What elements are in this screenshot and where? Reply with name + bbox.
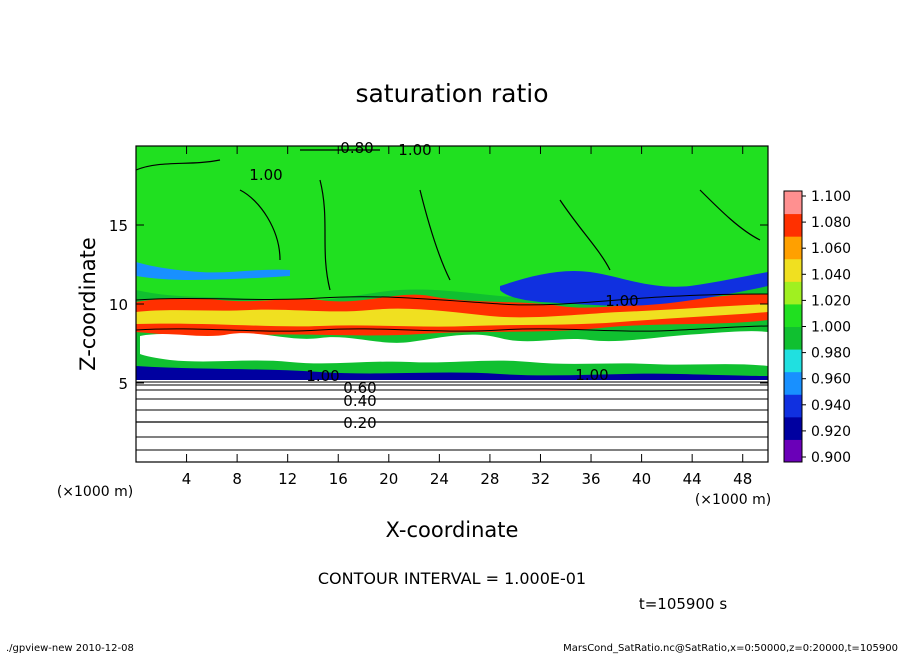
layer-white [140, 331, 768, 366]
colorbar-swatch [784, 394, 802, 418]
x-tick-label: 28 [480, 470, 499, 488]
plot-field [136, 146, 768, 462]
colorbar-swatch [784, 371, 802, 395]
x-axis: 4 8 12 16 20 24 28 32 36 40 44 48 [182, 146, 752, 488]
contour-label: 0.40 [343, 392, 376, 410]
colorbar-label: 0.960 [811, 372, 851, 388]
contour-labels: 0.80 1.00 1.00 1.00 1.00 1.00 0.60 0.40 … [249, 139, 638, 432]
contour-label: 1.00 [398, 141, 431, 159]
y-tick-label: 10 [109, 296, 128, 314]
x-tick-label: 20 [379, 470, 398, 488]
layer-deep-blue [136, 366, 768, 380]
colorbar-swatch [784, 236, 802, 260]
x-tick-label: 40 [632, 470, 651, 488]
footer-left: ./gpview-new 2010-12-08 [6, 643, 134, 654]
y-axis: 5 10 15 [109, 217, 768, 393]
contour-label: 0.60 [343, 379, 376, 397]
footer-right: MarsCond_SatRatio.nc@SatRatio,x=0:50000,… [563, 643, 898, 654]
contours-upper [136, 159, 761, 291]
colorbar-label: 1.000 [811, 320, 851, 336]
layer-yellow [136, 304, 768, 327]
contours-middle [136, 293, 768, 332]
colorbar-swatch [784, 326, 802, 350]
contour-label: 0.80 [340, 139, 373, 157]
layer-blue [500, 270, 768, 306]
colorbar-label: 1.060 [811, 241, 851, 257]
x-unit-right: (×1000 m) [695, 492, 771, 508]
x-axis-title: X-coordinate [386, 518, 519, 542]
colorbar-swatch [784, 349, 802, 373]
x-tick-label: 36 [581, 470, 600, 488]
colorbar-label: 1.100 [811, 189, 851, 205]
contour-label: 0.20 [343, 414, 376, 432]
layer-light-blue [136, 262, 290, 280]
lower-contours [136, 381, 768, 451]
time-label: t=105900 s [639, 595, 727, 613]
colorbar-label: 1.040 [811, 267, 851, 283]
colorbar-swatch [784, 258, 802, 282]
colorbar-label: 1.080 [811, 215, 851, 231]
x-tick-label: 24 [430, 470, 449, 488]
contour-label: 1.00 [575, 366, 608, 384]
x-tick-label: 48 [733, 470, 752, 488]
colorbar: 0.900 0.920 0.940 0.960 0.980 1.000 1.020 1.040… [783, 189, 851, 466]
colorbar-label: 0.940 [811, 398, 851, 414]
x-unit-left: (×1000 m) [57, 484, 133, 500]
colorbar-label: 0.920 [811, 424, 851, 440]
colorbar-label: 1.020 [811, 293, 851, 309]
contour-label: 1.00 [605, 292, 638, 310]
colorbar-swatch [784, 213, 802, 237]
y-tick-label: 5 [118, 375, 128, 393]
contour-label: 1.00 [306, 367, 339, 385]
colorbar-swatch [784, 416, 802, 440]
colorbar-swatch [784, 439, 802, 463]
x-tick-label: 12 [278, 470, 297, 488]
colorbar-swatch [784, 281, 802, 305]
x-tick-label: 44 [683, 470, 702, 488]
y-axis-title: Z-coordinate [76, 237, 100, 371]
colorbar-label: 0.900 [811, 450, 851, 466]
x-tick-label: 4 [182, 470, 192, 488]
x-tick-label: 16 [329, 470, 348, 488]
colorbar-swatch [784, 303, 802, 327]
contour-interval-text: CONTOUR INTERVAL = 1.000E-01 [318, 569, 586, 588]
contour-label: 1.00 [249, 166, 282, 184]
chart-title: saturation ratio [355, 79, 548, 108]
x-tick-label: 32 [531, 470, 550, 488]
colorbar-swatch [784, 191, 802, 215]
x-tick-label: 8 [232, 470, 242, 488]
colorbar-label: 0.980 [811, 346, 851, 362]
y-tick-label: 15 [109, 217, 128, 235]
